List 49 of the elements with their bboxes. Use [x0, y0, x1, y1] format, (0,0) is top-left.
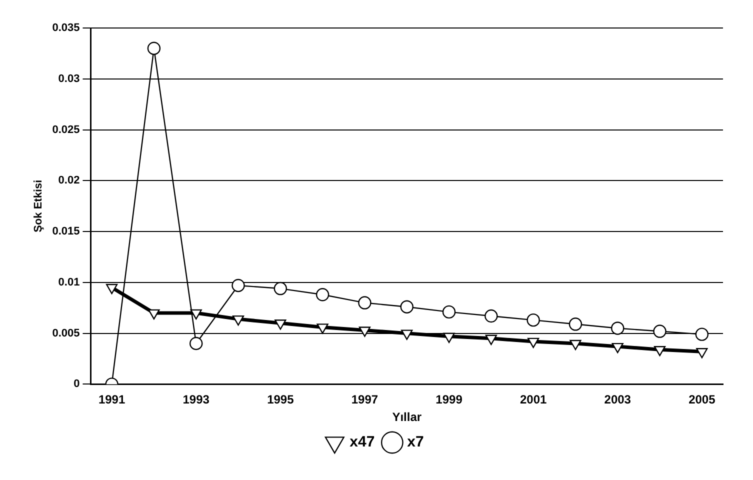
x-tick-label: 2001	[520, 392, 547, 407]
point	[611, 322, 624, 335]
x-tick-label: 1999	[436, 392, 463, 407]
point	[654, 346, 666, 356]
y-tick-label: 0.015	[52, 226, 80, 238]
point	[274, 282, 288, 296]
point	[274, 320, 286, 330]
point	[190, 309, 202, 320]
x-tick-label: 1991	[98, 392, 126, 407]
point	[148, 309, 160, 320]
point	[232, 278, 245, 292]
point	[316, 288, 330, 302]
x-tick-label: 1993	[182, 392, 210, 407]
x-axis-title: Yıllar	[392, 410, 422, 424]
point	[443, 332, 455, 343]
point	[485, 334, 497, 346]
legend-label: x7	[407, 434, 424, 451]
point	[442, 305, 456, 319]
y-tick-label: 0.01	[58, 276, 80, 288]
point	[653, 324, 666, 338]
point	[570, 340, 582, 350]
x-tick-label: 2005	[688, 392, 716, 407]
point	[612, 342, 624, 354]
x-tick-label: 2003	[604, 392, 632, 407]
y-tick-label: 0.035	[52, 22, 80, 34]
point	[526, 313, 540, 327]
point	[568, 318, 582, 331]
point	[400, 300, 414, 314]
y-tick-label: 0.025	[52, 124, 80, 136]
y-axis-title: Şok Etkisi	[32, 180, 45, 232]
x-tick-label: 1997	[351, 392, 378, 407]
point	[484, 309, 498, 323]
point	[695, 328, 709, 341]
point	[528, 338, 540, 348]
point	[358, 296, 372, 310]
y-tick-label: 0.03	[58, 72, 80, 85]
y-tick-label: 0.02	[58, 174, 80, 187]
point	[316, 324, 328, 334]
point	[232, 315, 244, 326]
point	[106, 284, 118, 294]
point	[401, 330, 413, 340]
y-tick-label: 0	[74, 378, 80, 390]
point	[190, 336, 203, 350]
point	[358, 326, 371, 337]
x-tick-label: 1995	[267, 392, 294, 407]
y-tick-label: 0.005	[52, 327, 80, 340]
point	[147, 42, 161, 55]
legend-label: x47	[350, 434, 375, 451]
point	[696, 348, 708, 358]
